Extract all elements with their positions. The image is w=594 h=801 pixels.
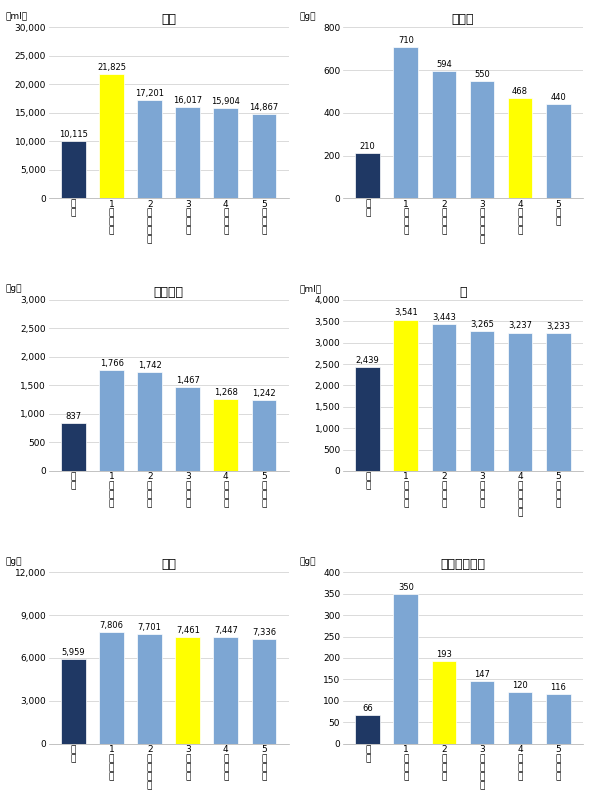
Text: （g）: （g） [5, 284, 22, 293]
Text: 2,439: 2,439 [356, 356, 380, 364]
Text: 66: 66 [362, 704, 373, 713]
Text: 710: 710 [398, 35, 414, 45]
Text: 7,447: 7,447 [214, 626, 238, 635]
Bar [251, 114, 276, 199]
Bar [508, 99, 532, 199]
Text: 468: 468 [512, 87, 528, 96]
Title: 煮干し: 煮干し [451, 13, 474, 26]
Bar [175, 107, 200, 199]
Text: 3,541: 3,541 [394, 308, 418, 317]
Text: 210: 210 [360, 143, 375, 151]
Bar [175, 637, 200, 743]
Text: 7,701: 7,701 [138, 622, 162, 632]
Text: 16,017: 16,017 [173, 96, 203, 105]
Title: 干ししいたけ: 干ししいたけ [440, 558, 485, 571]
Bar [470, 81, 494, 199]
Text: 837: 837 [65, 413, 81, 421]
Bar [175, 388, 200, 471]
Bar [137, 372, 162, 471]
Text: 14,867: 14,867 [249, 103, 279, 111]
Bar [99, 74, 124, 199]
Text: 7,806: 7,806 [100, 622, 124, 630]
Text: 193: 193 [436, 650, 452, 659]
Bar [137, 634, 162, 743]
Bar [251, 400, 276, 471]
Bar [393, 46, 418, 199]
Bar [508, 332, 532, 471]
Title: 砂糖: 砂糖 [161, 558, 176, 571]
Text: 3,237: 3,237 [508, 321, 532, 331]
Bar [61, 658, 86, 743]
Text: 7,461: 7,461 [176, 626, 200, 635]
Bar [431, 661, 456, 743]
Text: 7,336: 7,336 [252, 628, 276, 637]
Text: 1,268: 1,268 [214, 388, 238, 396]
Text: （ml）: （ml） [300, 284, 322, 293]
Bar [355, 367, 380, 471]
Bar [99, 370, 124, 471]
Text: 5,959: 5,959 [62, 647, 86, 657]
Text: 147: 147 [474, 670, 490, 678]
Bar [546, 694, 570, 743]
Bar [546, 104, 570, 199]
Title: 酢: 酢 [459, 286, 467, 299]
Text: （g）: （g） [300, 557, 317, 566]
Text: 15,904: 15,904 [211, 97, 241, 106]
Title: 焼酎: 焼酎 [161, 13, 176, 26]
Text: 1,242: 1,242 [252, 389, 276, 398]
Text: 1,742: 1,742 [138, 360, 162, 369]
Text: 120: 120 [512, 681, 528, 690]
Bar [431, 324, 456, 471]
Bar [213, 107, 238, 199]
Bar [508, 692, 532, 743]
Bar [431, 71, 456, 199]
Text: 3,265: 3,265 [470, 320, 494, 329]
Text: 1,467: 1,467 [176, 376, 200, 385]
Text: 1,766: 1,766 [100, 359, 124, 368]
Bar [546, 332, 570, 471]
Bar [61, 141, 86, 199]
Text: 17,201: 17,201 [135, 89, 164, 99]
Text: 550: 550 [474, 70, 490, 78]
Title: 干しあじ: 干しあじ [154, 286, 184, 299]
Bar [137, 100, 162, 199]
Text: 350: 350 [398, 583, 414, 592]
Text: 594: 594 [436, 60, 452, 70]
Text: 3,443: 3,443 [432, 312, 456, 322]
Text: 21,825: 21,825 [97, 63, 126, 72]
Bar [355, 715, 380, 743]
Bar [470, 681, 494, 743]
Bar [393, 320, 418, 471]
Bar [251, 639, 276, 743]
Text: （ml）: （ml） [5, 11, 28, 21]
Text: 10,115: 10,115 [59, 130, 88, 139]
Bar [99, 632, 124, 743]
Bar [470, 332, 494, 471]
Text: 440: 440 [550, 93, 566, 103]
Bar [213, 638, 238, 743]
Text: 3,233: 3,233 [546, 322, 570, 331]
Bar [393, 594, 418, 743]
Bar [61, 423, 86, 471]
Text: （g）: （g） [5, 557, 22, 566]
Text: （g）: （g） [300, 11, 317, 21]
Text: 116: 116 [550, 682, 566, 692]
Bar [355, 154, 380, 199]
Bar [213, 399, 238, 471]
